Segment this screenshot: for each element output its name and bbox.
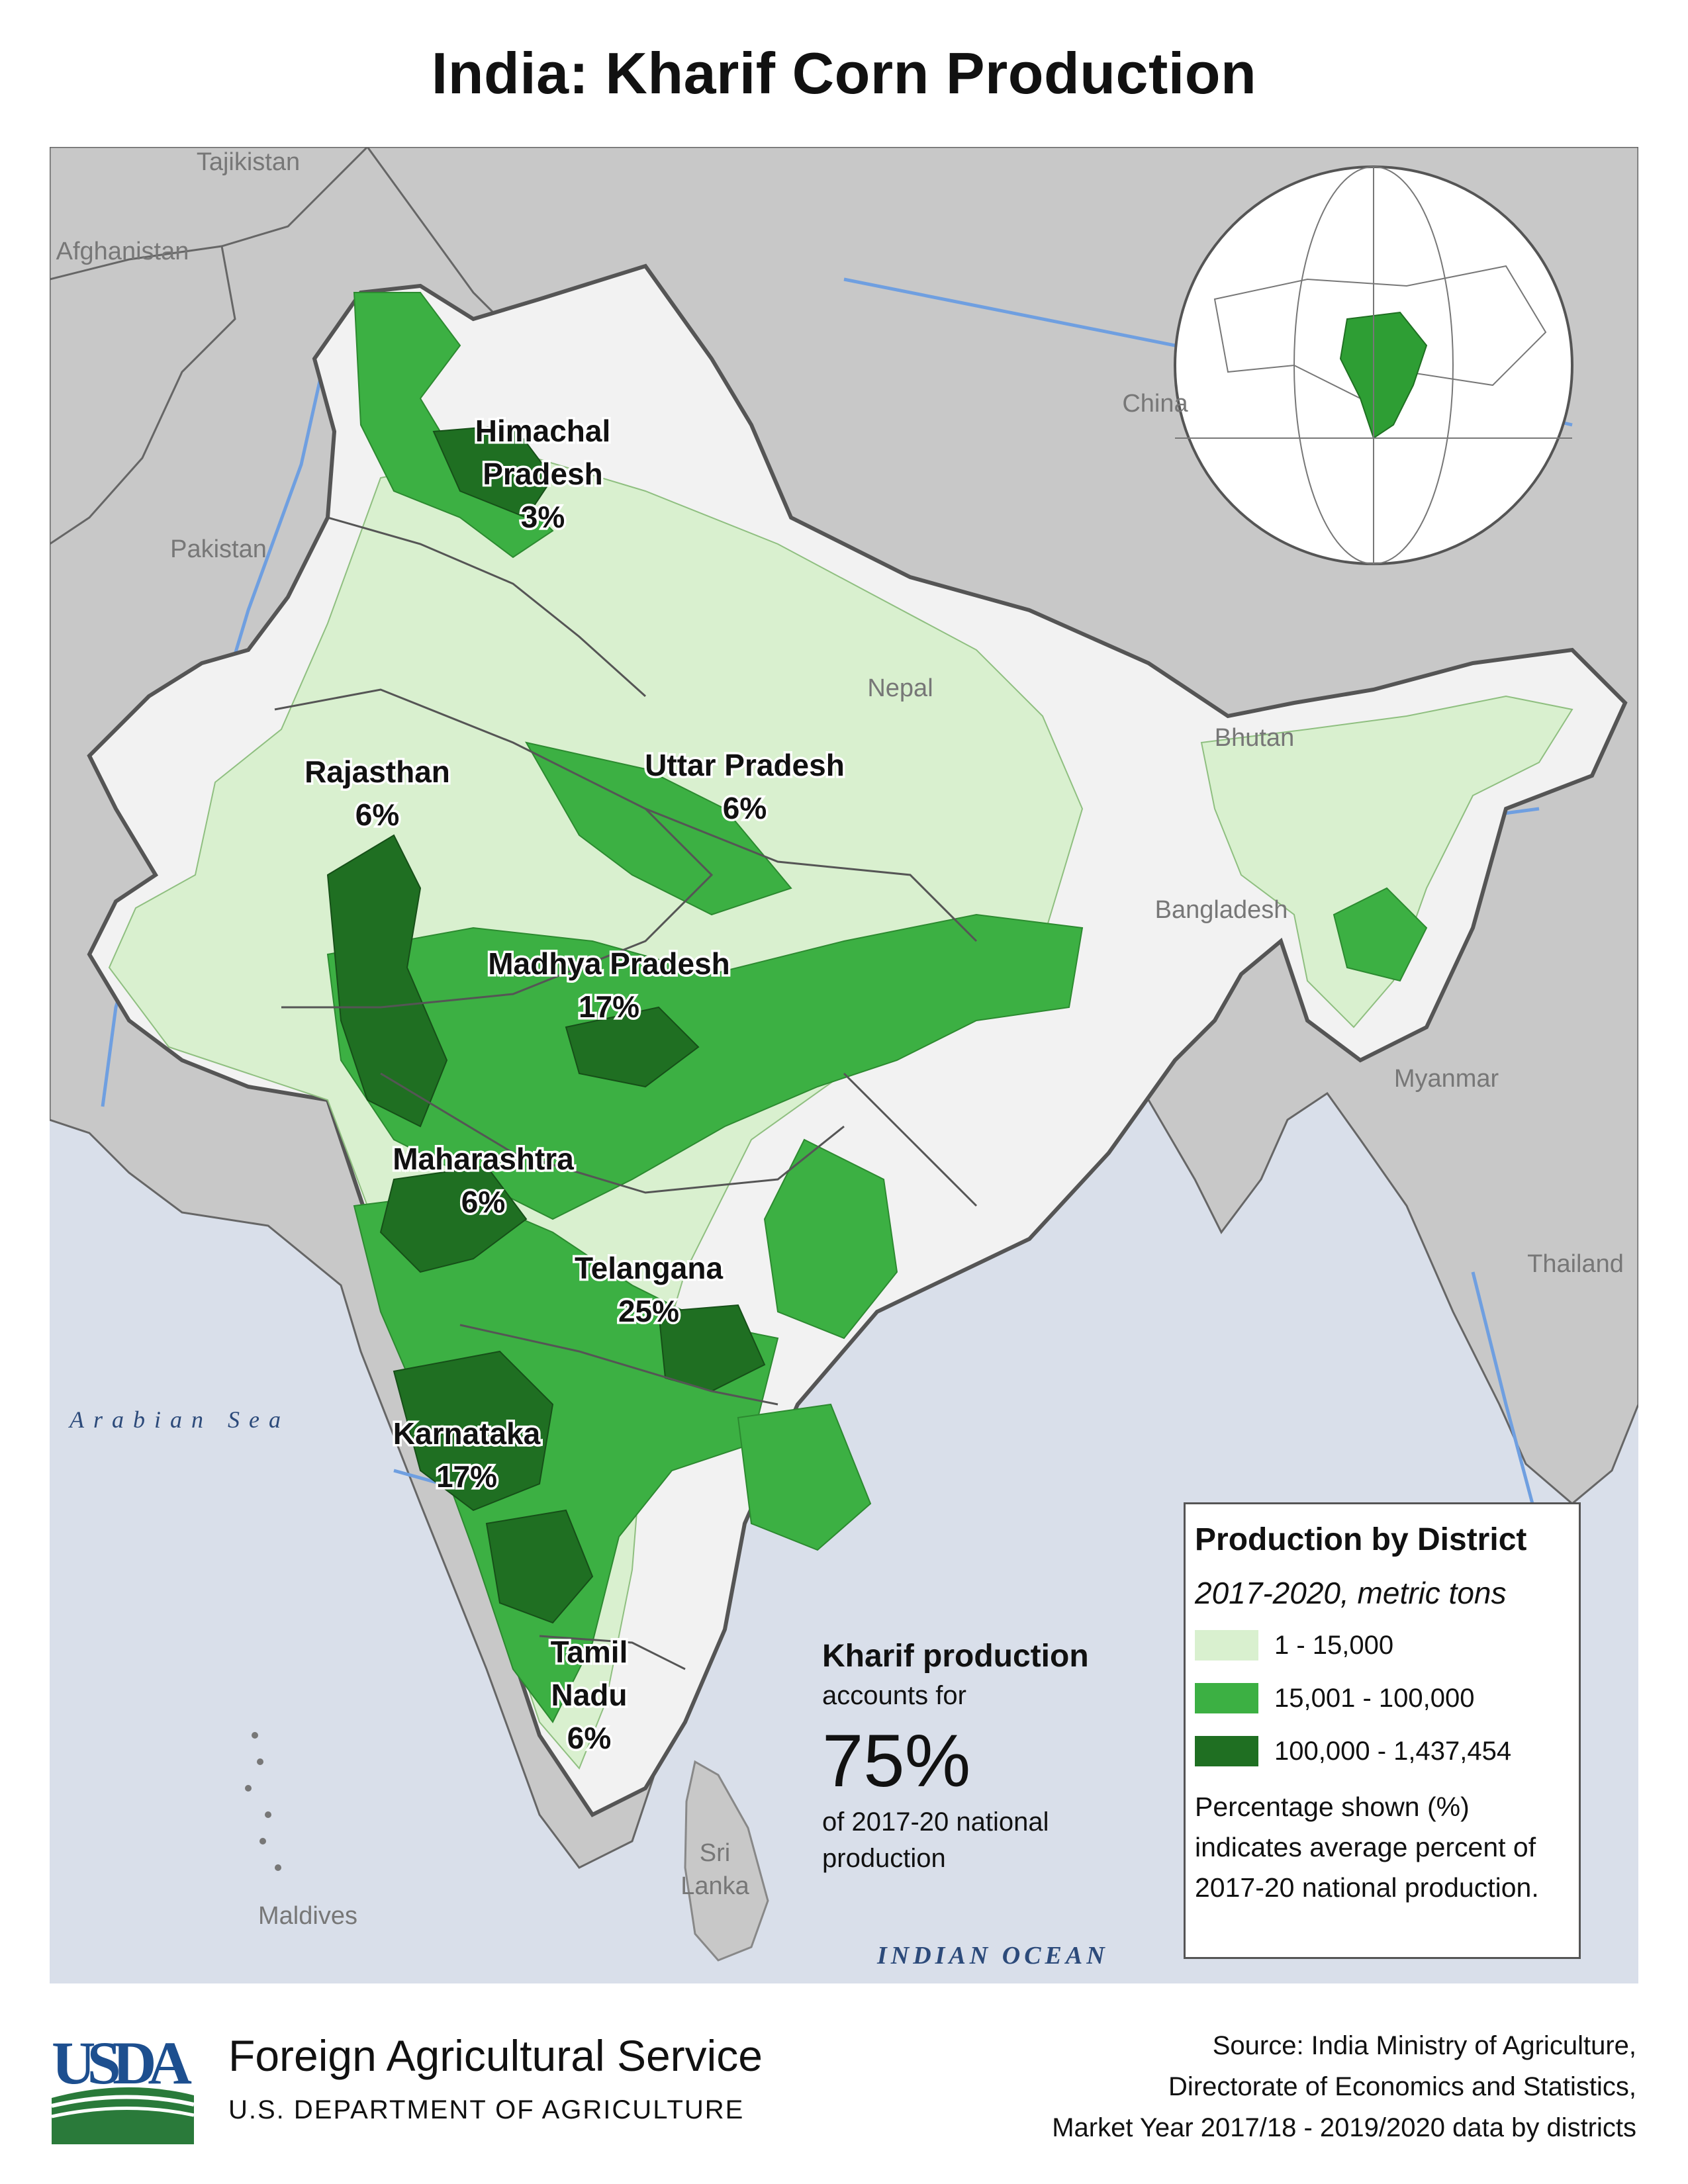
label-uttar-pct: 6%: [723, 791, 767, 825]
locator-globe: [1174, 165, 1573, 565]
map-title: India: Kharif Corn Production: [431, 40, 1257, 106]
label-himachal-2: Pradesh: [483, 457, 603, 491]
label-madhya-pct: 17%: [579, 989, 639, 1024]
callout-big-number: 75%: [822, 1719, 971, 1802]
label-maharashtra-pct: 6%: [461, 1185, 505, 1219]
callout-heading: Kharif production: [822, 1639, 1089, 1674]
legend-note-3: 2017-20 national production.: [1195, 1872, 1539, 1903]
label-karnataka: Karnataka: [393, 1416, 541, 1451]
districts-high: [326, 424, 766, 1624]
legend-row-mid: 15,001 - 100,000: [1195, 1681, 1570, 1715]
label-arabian-sea: Arabian Sea: [68, 1406, 290, 1433]
usda-logo-text: USDA: [52, 2032, 192, 2097]
callout-line3: production: [822, 1844, 946, 1873]
production-callout: Kharif production accounts for 75% of 20…: [822, 1638, 1140, 1874]
source-line-2: Directorate of Economics and Statistics,: [1168, 2072, 1636, 2101]
label-thailand: Thailand: [1527, 1250, 1624, 1278]
label-telangana: Telangana: [575, 1251, 724, 1285]
label-rajasthan: Rajasthan: [305, 754, 450, 789]
state-boundaries: [274, 516, 978, 1670]
legend-swatch-mid: [1195, 1683, 1258, 1713]
legend-note-1: Percentage shown (%): [1195, 1792, 1470, 1822]
label-madhya: Madhya Pradesh: [488, 946, 730, 981]
label-himachal-1: Himachal: [475, 414, 611, 448]
label-maharashtra: Maharashtra: [393, 1142, 574, 1176]
legend-note-2: indicates average percent of: [1195, 1832, 1536, 1862]
source-note: Source: India Ministry of Agriculture, D…: [908, 2025, 1636, 2148]
label-nepal: Nepal: [867, 674, 933, 702]
label-uttar: Uttar Pradesh: [645, 748, 845, 782]
label-myanmar: Myanmar: [1394, 1065, 1499, 1093]
label-indian-ocean: INDIAN OCEAN: [876, 1942, 1109, 1970]
label-afghanistan: Afghanistan: [56, 238, 189, 265]
department-name: U.S. DEPARTMENT OF AGRICULTURE: [228, 2095, 745, 2124]
maldives-islands: [245, 1732, 281, 1871]
label-maldives: Maldives: [258, 1902, 357, 1930]
legend-swatch-low: [1195, 1630, 1258, 1661]
legend-label-mid: 15,001 - 100,000: [1274, 1683, 1475, 1713]
legend-row-high: 100,000 - 1,437,454: [1195, 1734, 1570, 1768]
agency-name: Foreign Agricultural Service: [228, 2031, 763, 2080]
sri-lanka: [684, 1760, 769, 1962]
legend-title: Production by District: [1195, 1522, 1527, 1557]
legend-note: Percentage shown (%) indicates average p…: [1195, 1787, 1570, 1908]
map-frame: Tajikistan Afghanistan Pakistan China Ne…: [50, 147, 1638, 1983]
label-tamil-2: Nadu: [551, 1678, 628, 1712]
label-sri-lanka-1: Sri: [700, 1839, 730, 1867]
usda-logo: USDA: [51, 2029, 195, 2144]
source-line-3: Market Year 2017/18 - 2019/2020 data by …: [1052, 2113, 1636, 2142]
legend-row-low: 1 - 15,000: [1195, 1628, 1570, 1662]
label-tamil-1: Tamil: [551, 1635, 628, 1669]
label-bhutan: Bhutan: [1215, 724, 1294, 752]
label-pakistan: Pakistan: [170, 535, 267, 563]
callout-line1: accounts for: [822, 1681, 966, 1710]
legend-subtitle: 2017-2020, metric tons: [1195, 1576, 1507, 1610]
callout-line2: of 2017-20 national: [822, 1807, 1049, 1837]
legend: Production by District 2017-2020, metric…: [1184, 1502, 1581, 1959]
legend-label-high: 100,000 - 1,437,454: [1274, 1736, 1512, 1766]
label-tajikistan: Tajikistan: [197, 148, 300, 176]
label-himachal-pct: 3%: [521, 500, 565, 534]
label-karnataka-pct: 17%: [436, 1459, 497, 1494]
source-line-1: Source: India Ministry of Agriculture,: [1212, 2031, 1636, 2060]
label-telangana-pct: 25%: [618, 1294, 679, 1328]
label-sri-lanka-2: Lanka: [680, 1872, 749, 1900]
label-tamil-pct: 6%: [567, 1721, 611, 1755]
legend-swatch-high: [1195, 1736, 1258, 1766]
label-rajasthan-pct: 6%: [355, 797, 399, 832]
label-china: China: [1122, 390, 1188, 418]
legend-label-low: 1 - 15,000: [1274, 1630, 1394, 1660]
label-bangladesh: Bangladesh: [1155, 896, 1288, 924]
